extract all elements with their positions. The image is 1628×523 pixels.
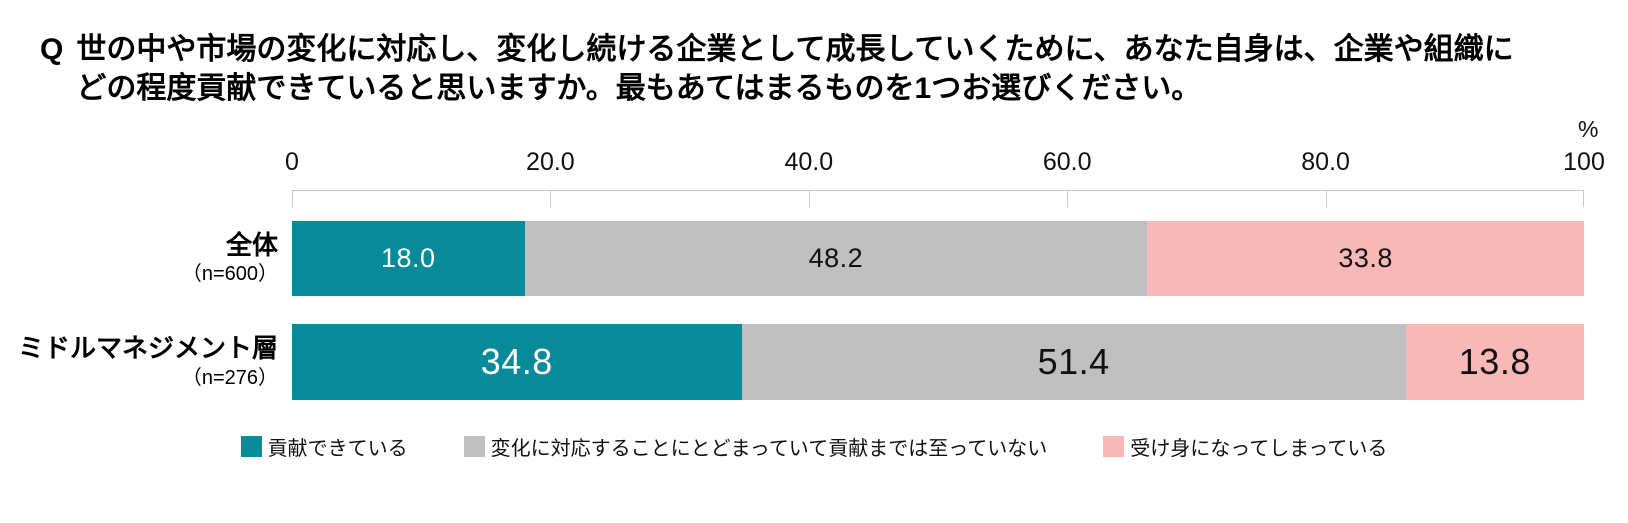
x-axis-line <box>292 190 1584 191</box>
category-n-label: （n=600） <box>181 263 278 286</box>
legend-swatch-icon <box>240 436 262 457</box>
category-labels: 全体 （n=600） ミドルマネジメント層 （n=276） <box>0 0 284 523</box>
bar-value-label: 13.8 <box>1458 341 1531 382</box>
x-tick-label: 20.0 <box>526 148 575 176</box>
x-tick-mark <box>550 190 552 207</box>
question-line-2: どの程度貢献できていると思いますか。最もあてはまるものを1つお選びください。 <box>76 72 1202 105</box>
bar-segment: 34.8 <box>292 324 742 400</box>
x-tick-mark <box>1325 190 1327 207</box>
axis-unit-label: % <box>1578 116 1599 142</box>
legend-label: 受け身になってしまっている <box>1130 438 1388 460</box>
x-tick-label: 40.0 <box>784 148 834 176</box>
category-name: 全体 <box>225 229 278 260</box>
bar-segment: 33.8 <box>1147 221 1584 296</box>
category-n-label: （n=276） <box>181 366 278 389</box>
legend: 貢献できている 変化に対応することにとどまっていて貢献までは至っていない 受け身にな… <box>0 432 1628 461</box>
category-label: 全体 （n=600） <box>0 221 284 296</box>
question-title: Q 世の中や市場の変化に対応し、変化し続ける企業として成長していくために、あなた… <box>40 30 1514 108</box>
x-tick-label: 80.0 <box>1301 148 1350 176</box>
bar-row: 34.8 51.4 13.8 <box>292 324 1584 400</box>
legend-item: 貢献できている <box>240 432 408 461</box>
x-tick-mark <box>1583 190 1584 207</box>
x-tick-mark <box>1067 190 1069 207</box>
category-label: ミドルマネジメント層 （n=276） <box>0 324 284 400</box>
legend-swatch-icon <box>1103 436 1125 457</box>
bar-segment: 48.2 <box>524 221 1148 296</box>
legend-label: 貢献できている <box>267 438 408 460</box>
bar-value-label: 51.4 <box>1037 341 1110 382</box>
bar-segment: 13.8 <box>1405 324 1584 400</box>
x-tick-label: 60.0 <box>1042 148 1092 176</box>
bar-value-label: 34.8 <box>480 341 553 382</box>
bar-value-label: 33.8 <box>1338 243 1393 273</box>
legend-label: 変化に対応することにとどまっていて貢献までは至っていない <box>490 438 1048 460</box>
bar-segment: 51.4 <box>741 324 1406 400</box>
bar-value-label: 48.2 <box>808 243 864 273</box>
x-tick-mark <box>808 190 810 207</box>
bar-value-label: 18.0 <box>380 243 436 273</box>
x-tick-mark <box>292 190 293 207</box>
question-line-1: 世の中や市場の変化に対応し、変化し続ける企業として成長していくために、あなた自身… <box>76 33 1514 66</box>
plot-area: 0 20.0 40.0 60.0 80.0 100 18.0 48.2 33.8 34.8 51.… <box>285 0 1605 523</box>
x-tick-label: 100 <box>1563 148 1605 176</box>
x-tick-label: 0 <box>285 148 299 176</box>
category-name: ミドルマネジメント層 <box>17 333 278 364</box>
legend-item: 変化に対応することにとどまっていて貢献までは至っていない <box>463 432 1048 461</box>
question-text: 世の中や市場の変化に対応し、変化し続ける企業として成長していくために、あなた自身… <box>76 30 1513 108</box>
question-prefix: Q <box>40 33 64 66</box>
legend-swatch-icon <box>463 436 485 457</box>
bar-segment: 18.0 <box>292 221 525 296</box>
bar-row: 18.0 48.2 33.8 <box>292 221 1584 296</box>
legend-item: 受け身になってしまっている <box>1103 432 1387 461</box>
